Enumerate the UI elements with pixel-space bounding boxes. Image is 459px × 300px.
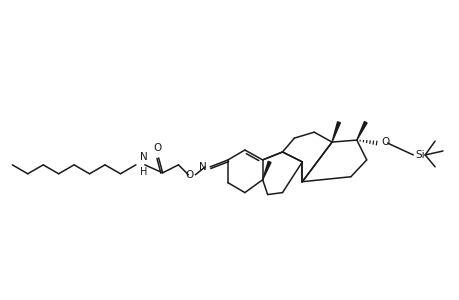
- Text: O: O: [185, 170, 193, 180]
- Text: H: H: [140, 167, 147, 177]
- Text: N: N: [140, 152, 147, 162]
- Text: N: N: [199, 162, 207, 172]
- Text: O: O: [153, 143, 162, 153]
- Polygon shape: [331, 122, 340, 142]
- Polygon shape: [262, 161, 270, 180]
- Text: Si: Si: [414, 150, 424, 160]
- Polygon shape: [356, 122, 366, 140]
- Text: O: O: [381, 137, 389, 147]
